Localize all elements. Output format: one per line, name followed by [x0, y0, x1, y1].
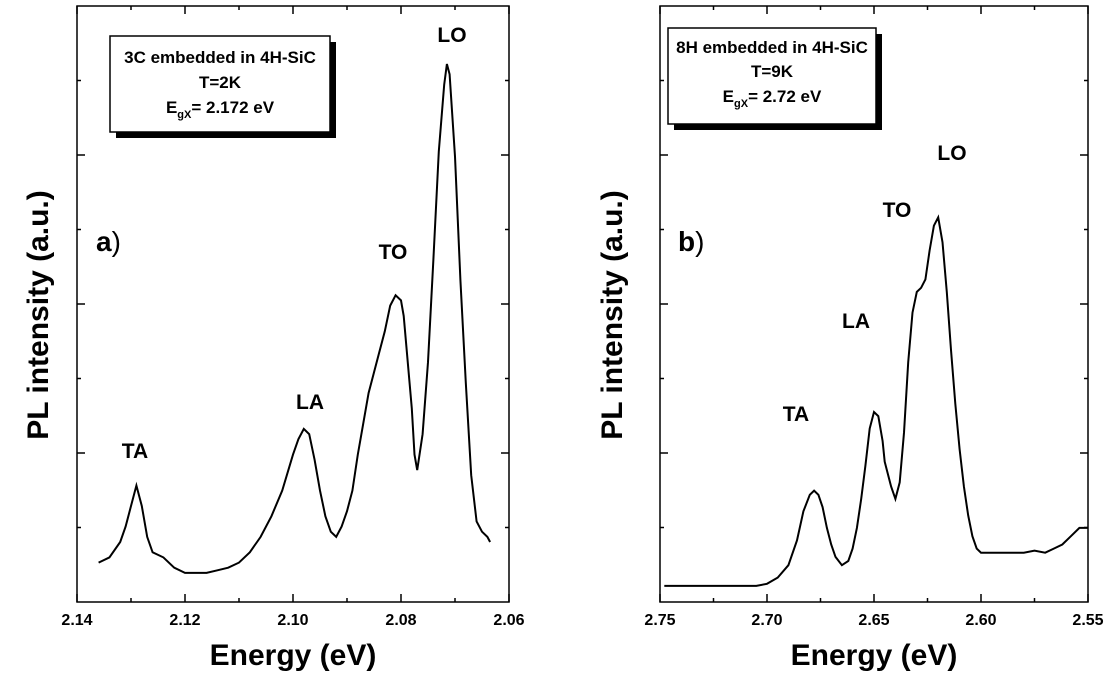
panel-b-peak-label: TA [783, 403, 809, 426]
panel-b-ylabel: PL intensity (a.u.) [596, 190, 629, 439]
panel-a-box-line1: 3C embedded in 4H-SiC [124, 48, 316, 67]
panel-a-label: a) [96, 226, 121, 257]
panel-a-peak-label: LA [296, 391, 324, 414]
panel-b-spectrum-line [664, 214, 1088, 587]
panel-b-x-ticks: 2.75 2.70 2.65 2.60 2.55 [644, 612, 1103, 629]
panel-a-box-line3: EgX= 2.172 eV [166, 98, 275, 121]
panel-a-x-tick-label: 2.12 [169, 612, 200, 629]
panel-a-xlabel: Energy (eV) [210, 639, 377, 672]
panel-a-x-tick-label: 2.10 [277, 612, 308, 629]
panel-b-x-tick-label: 2.55 [1072, 612, 1103, 629]
panel-b-info-box: 8H embedded in 4H-SiC T=9K EgX= 2.72 eV [667, 27, 882, 130]
panel-a-plot-frame [76, 5, 510, 603]
panel-b-peak-label: LA [842, 310, 870, 333]
panel-b-peak-label: LO [937, 142, 966, 165]
panel-b: PL intensity (a.u.) Energy (eV) 2.75 2.7… [596, 5, 1104, 672]
panel-b-x-tick-label: 2.75 [644, 612, 675, 629]
panel-a-peak-label: TA [122, 440, 148, 463]
panel-b-box-line2: T=9K [751, 62, 794, 81]
panel-a-x-tick-label: 2.06 [493, 612, 524, 629]
panel-a-box-line2: T=2K [199, 73, 242, 92]
panel-a: PL intensity (a.u.) Energy (eV) 2.14 2.1… [22, 5, 525, 672]
panel-b-box-line3: EgX= 2.72 eV [723, 87, 822, 110]
panel-b-x-tick-label: 2.70 [751, 612, 782, 629]
panel-b-box-line1: 8H embedded in 4H-SiC [676, 38, 868, 57]
panel-a-x-tick-label: 2.08 [385, 612, 416, 629]
panel-a-ylabel: PL intensity (a.u.) [22, 190, 55, 439]
panel-a-peak-label: TO [379, 241, 408, 264]
panel-a-x-tick-label: 2.14 [61, 612, 92, 629]
panel-b-x-tick-label: 2.60 [965, 612, 996, 629]
panel-a-x-ticks: 2.14 2.12 2.10 2.08 2.06 [61, 612, 524, 629]
panel-b-x-tick-label: 2.65 [858, 612, 889, 629]
panel-b-plot-frame [659, 5, 1089, 603]
panel-a-peak-label: LO [437, 24, 466, 47]
panel-b-xlabel: Energy (eV) [791, 639, 958, 672]
panel-b-peak-label: TO [883, 199, 912, 222]
panel-b-label: b) [678, 226, 704, 257]
panel-a-info-box: 3C embedded in 4H-SiC T=2K EgX= 2.172 eV [109, 35, 336, 138]
panel-a-spectrum-line [98, 63, 491, 574]
